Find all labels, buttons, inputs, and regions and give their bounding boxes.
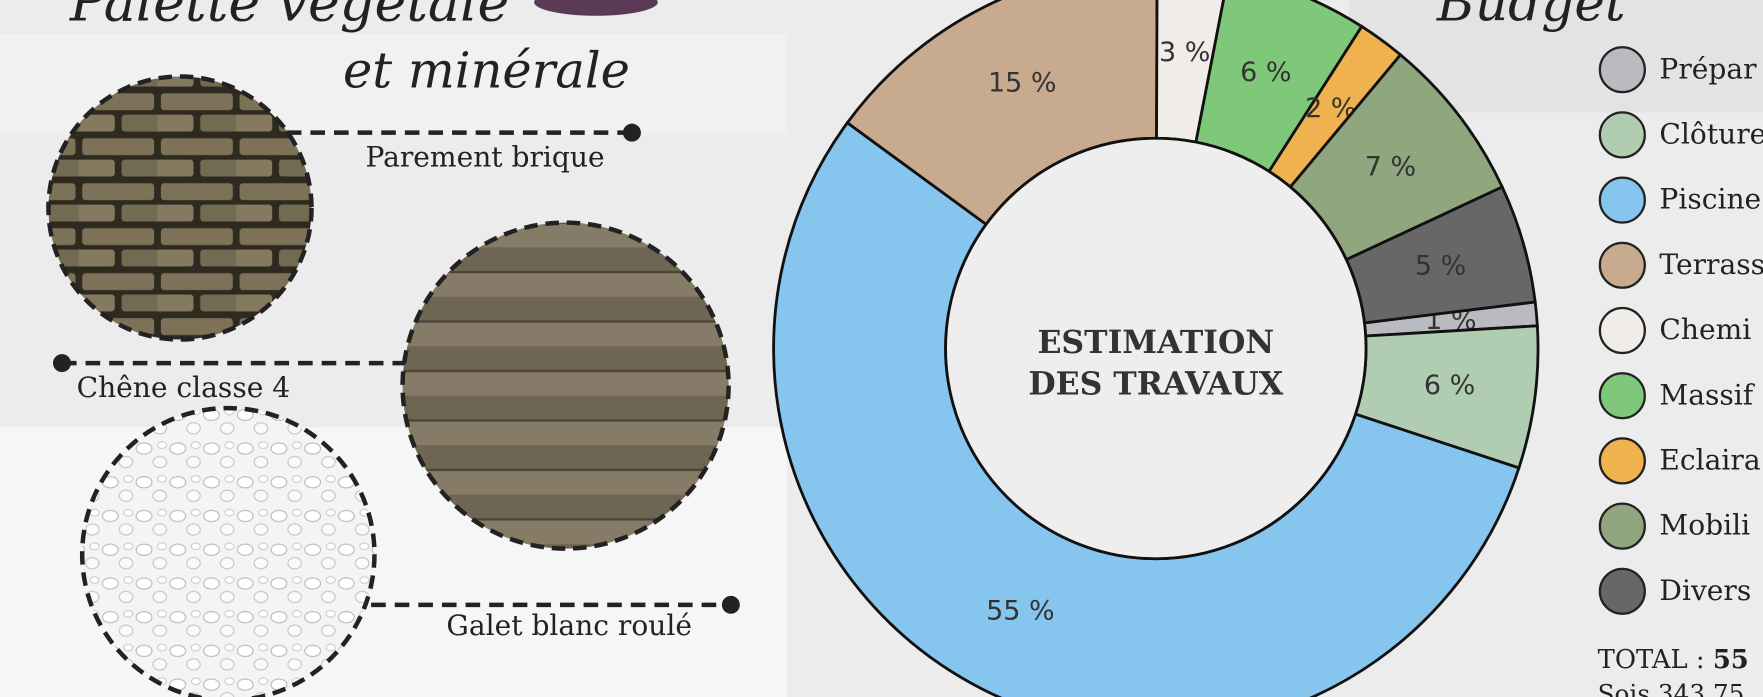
wood-texture [403, 223, 729, 549]
legend-label: Divers [1659, 574, 1751, 607]
legend-label: Massif [1659, 378, 1755, 411]
page: Palette végétale et minérale Parement br… [0, 0, 1763, 697]
material-label: Parement brique [365, 140, 604, 173]
legend-swatch [1600, 47, 1645, 92]
legend-label: Piscine [1659, 183, 1761, 216]
center-label: DES TRAVAUX [1028, 366, 1283, 403]
slice-label: 7 % [1365, 151, 1416, 182]
leader-dot [53, 354, 71, 372]
legend-label: Eclaira [1659, 444, 1760, 477]
legend-label: Chemi [1659, 313, 1751, 346]
palette-title: et minérale [343, 42, 630, 100]
material-label: Chêne classe 4 [77, 371, 291, 404]
leader-dot [623, 124, 641, 142]
budget-title: Budget [1436, 0, 1626, 33]
total: TOTAL : 55 [1598, 645, 1749, 675]
center-label: ESTIMATION [1037, 324, 1274, 361]
legend-swatch [1600, 373, 1645, 418]
slice-label: 6 % [1240, 57, 1291, 88]
legend-swatch [1600, 308, 1645, 353]
material-label: Galet blanc roulé [446, 609, 692, 642]
legend-label: Prépar [1659, 52, 1757, 85]
legend: Prépar Clôture Piscine Terrass Chemi Massif Ec… [1600, 47, 1763, 614]
legend-label: Mobili [1659, 509, 1750, 542]
legend-swatch [1600, 243, 1645, 288]
total-value: 55 [1713, 645, 1749, 675]
slice-label: 55 % [986, 595, 1055, 626]
donut-chart: 1 %6 %55 %15 %3 %6 %2 %7 %5 %ESTIMATIOND… [774, 0, 1538, 697]
leader-dot [722, 596, 740, 614]
slice-label: 3 % [1159, 37, 1210, 68]
palette-title: Palette végétale [69, 0, 510, 33]
slice-label: 5 % [1415, 250, 1466, 281]
legend-label: Clôture [1659, 118, 1763, 151]
total-label: TOTAL : [1598, 645, 1713, 675]
pebble-texture [82, 408, 374, 697]
legend-swatch [1600, 569, 1645, 614]
slice-label: 15 % [988, 68, 1057, 99]
total-note: Sois 343,75 [1598, 680, 1745, 697]
legend-swatch [1600, 178, 1645, 223]
board: Palette végétale et minérale Parement br… [0, 0, 1763, 697]
legend-label: Terrass [1659, 248, 1763, 281]
brick-texture [48, 76, 311, 339]
legend-swatch [1600, 112, 1645, 157]
slice-label: 6 % [1424, 370, 1475, 401]
legend-swatch [1600, 504, 1645, 549]
legend-swatch [1600, 438, 1645, 483]
